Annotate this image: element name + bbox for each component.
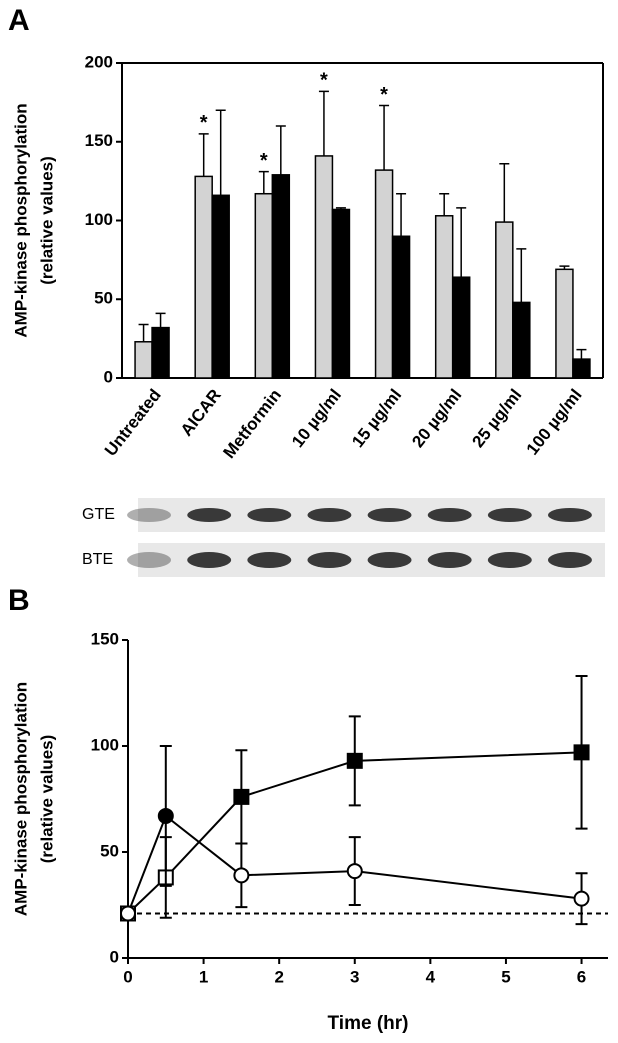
bar (271, 174, 291, 379)
error-bar (215, 109, 226, 196)
panel-label: A (8, 4, 30, 37)
bar (451, 276, 471, 379)
x-tick-label: 25 µg/ml (468, 386, 525, 452)
y-tick-label: 100 (91, 735, 119, 754)
y-tick-label: 0 (110, 947, 119, 966)
x-axis-label: Time (hr) (328, 1013, 409, 1034)
bar (495, 221, 514, 379)
blot-band (367, 508, 412, 522)
y-axis-label: (relative values) (37, 735, 56, 864)
y-tick-label: 100 (85, 210, 113, 229)
x-tick-label: 10 µg/ml (288, 386, 345, 452)
y-axis-label: (relative values) (37, 156, 56, 285)
bar (151, 326, 170, 379)
blot-band (307, 552, 352, 568)
error-bar (396, 192, 407, 237)
blot-band (547, 552, 592, 568)
marker (346, 752, 363, 769)
x-tick-label: 0 (123, 967, 132, 986)
x-tick-label: 6 (577, 967, 586, 986)
blot-band (247, 508, 292, 522)
significance-mark: * (200, 112, 208, 134)
significance-mark: * (320, 70, 328, 92)
error-bar (258, 170, 269, 194)
blot-band (127, 552, 172, 568)
bar (211, 194, 230, 379)
error-bar (559, 265, 570, 270)
blot-band (427, 552, 472, 568)
y-tick-label: 50 (100, 841, 119, 860)
x-tick-label: Untreated (101, 386, 165, 460)
blot-band (547, 508, 592, 522)
bar (512, 301, 531, 379)
blot-band (127, 508, 172, 522)
significance-mark: * (260, 150, 268, 172)
y-tick-label: 200 (85, 52, 113, 71)
y-tick-label: 50 (94, 289, 113, 308)
error-bar (499, 163, 510, 223)
marker (573, 744, 590, 761)
marker (120, 905, 136, 922)
bar (572, 358, 591, 379)
y-axis-label: AMP-kinase phosphorylation (11, 103, 30, 337)
x-tick-label: 3 (350, 967, 359, 986)
x-tick-label: 100 µg/ml (523, 386, 586, 459)
y-tick-label: 150 (91, 629, 119, 648)
x-tick-label: 4 (426, 967, 436, 986)
error-bar (155, 312, 166, 328)
error-bar (318, 90, 329, 156)
marker (233, 867, 250, 884)
error-bar (456, 207, 467, 278)
blot-band (367, 552, 412, 568)
y-tick-label: 150 (85, 131, 113, 150)
error-bar (138, 323, 149, 342)
bar (331, 208, 351, 379)
bar (134, 341, 153, 379)
x-tick-label: Metformin (219, 386, 285, 462)
bar (314, 155, 334, 379)
error-bar (379, 104, 390, 171)
marker (233, 788, 250, 805)
blot-band (427, 508, 472, 522)
bar (194, 175, 213, 379)
y-axis-label: AMP-kinase phosphorylation (11, 682, 30, 916)
bar (374, 169, 394, 379)
error-bar (275, 125, 286, 175)
x-tick-label: 20 µg/ml (408, 386, 465, 452)
blot-band (247, 552, 292, 568)
x-tick-label: 15 µg/ml (348, 386, 405, 452)
error-bar (439, 192, 450, 216)
y-tick-label: 0 (104, 367, 113, 386)
bar (254, 192, 274, 379)
blot-label: GTE (82, 506, 115, 523)
error-bar (335, 207, 346, 210)
marker (573, 890, 590, 907)
blot-label: BTE (82, 551, 113, 568)
marker (346, 863, 363, 880)
x-tick-label: 1 (199, 967, 208, 986)
x-tick-label: 2 (274, 967, 283, 986)
blot-band (487, 508, 532, 522)
x-tick-label: AICAR (177, 386, 225, 440)
bar (434, 215, 454, 379)
error-bar (198, 133, 209, 177)
x-tick-label: 5 (501, 967, 510, 986)
panel-label: B (8, 584, 30, 617)
blot-band (187, 552, 232, 568)
significance-mark: * (380, 84, 388, 106)
blot-band (487, 552, 532, 568)
blot-band (187, 508, 232, 522)
marker (157, 807, 174, 824)
bar (391, 235, 411, 379)
bar (555, 268, 574, 379)
error-bar (576, 348, 587, 360)
error-bar (516, 248, 527, 303)
blot-band (307, 508, 352, 522)
